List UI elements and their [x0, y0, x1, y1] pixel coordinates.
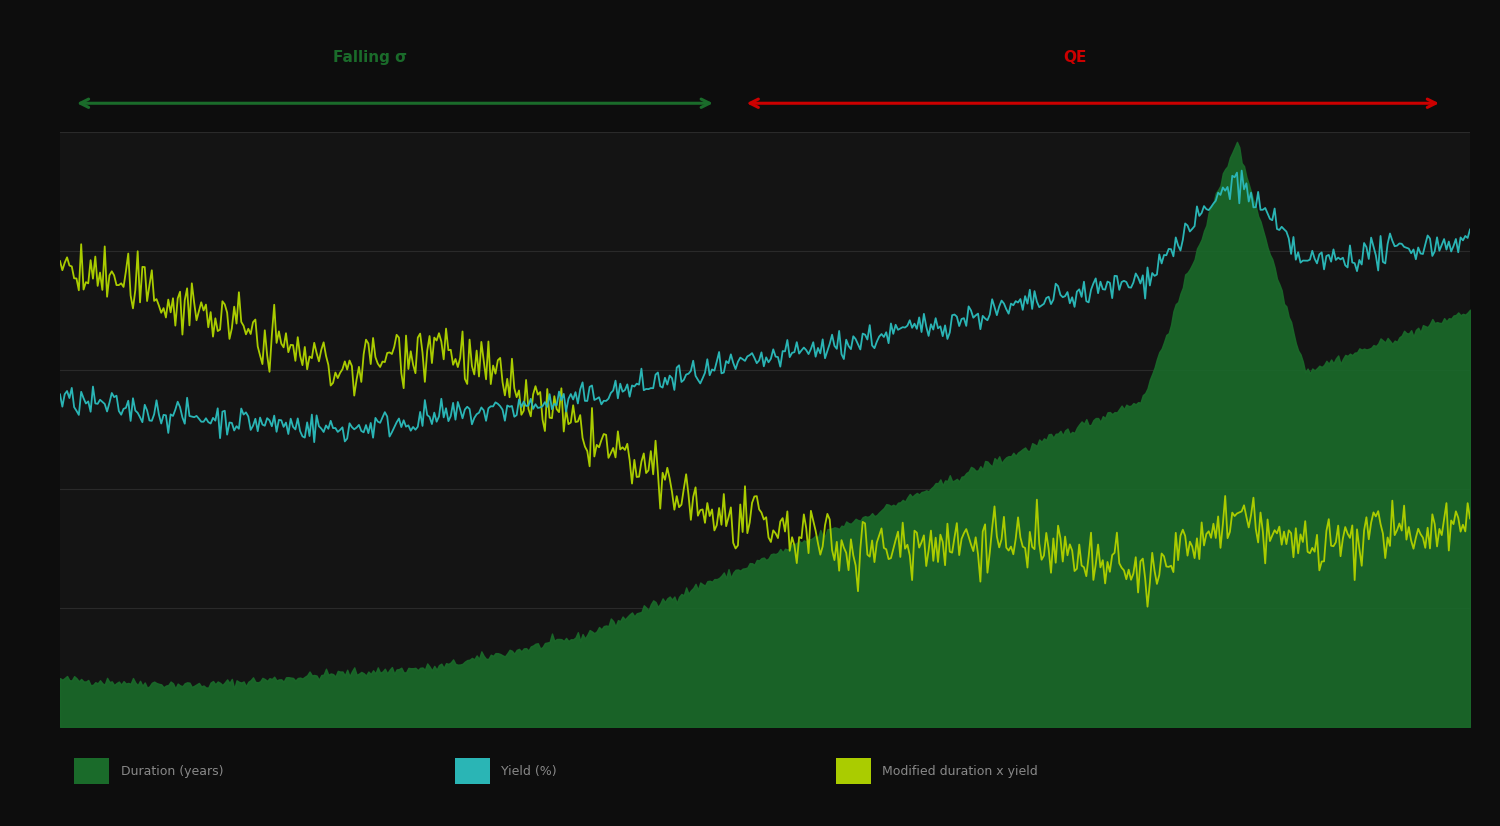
FancyBboxPatch shape — [454, 758, 490, 785]
Text: Duration (years): Duration (years) — [120, 765, 224, 778]
Text: Modified duration x yield: Modified duration x yield — [882, 765, 1038, 778]
Text: QE: QE — [1064, 50, 1088, 65]
Text: Falling σ: Falling σ — [333, 50, 406, 65]
FancyBboxPatch shape — [74, 758, 110, 785]
Text: Yield (%): Yield (%) — [501, 765, 556, 778]
FancyBboxPatch shape — [836, 758, 870, 785]
